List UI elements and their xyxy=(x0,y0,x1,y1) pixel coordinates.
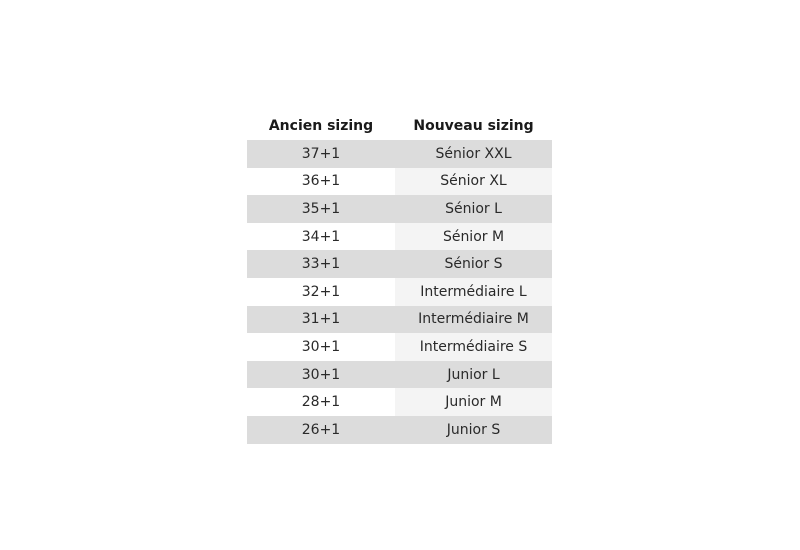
new-size-cell: Junior S xyxy=(395,415,552,444)
header-new-sizing: Nouveau sizing xyxy=(413,118,534,134)
table-row: 30+1 Intermédiaire S xyxy=(247,333,552,361)
old-size-cell: 37+1 xyxy=(247,140,395,168)
new-size-cell: Intermédiaire S xyxy=(395,333,552,361)
new-size-cell: Junior M xyxy=(395,388,552,416)
table-row: 28+1 Junior M xyxy=(247,388,552,416)
old-size-cell: 34+1 xyxy=(301,228,341,245)
header-old-sizing: Ancien sizing xyxy=(268,118,374,134)
old-size-cell: 26+1 xyxy=(247,415,395,444)
old-size-cell: 31+1 xyxy=(247,305,395,334)
old-size-cell: 28+1 xyxy=(301,394,341,411)
new-size-cell: Intermédiaire M xyxy=(395,305,552,334)
table-row: 34+1 Sénior M xyxy=(247,222,552,251)
old-size-cell: 30+1 xyxy=(247,360,395,389)
table-row: 33+1 Sénior S xyxy=(247,250,552,278)
new-size-cell: Sénior L xyxy=(395,195,552,223)
new-size-cell: Junior L xyxy=(395,360,552,389)
new-size-cell: Intermédiaire L xyxy=(395,277,552,306)
table-row: 31+1 Intermédiaire M xyxy=(247,305,552,334)
header-row: Ancien sizing Nouveau sizing xyxy=(247,112,552,140)
old-size-cell: 32+1 xyxy=(301,283,341,300)
table-row: 36+1 Sénior XL xyxy=(247,167,552,196)
new-size-cell: Sénior XL xyxy=(395,167,552,196)
old-size-cell: 33+1 xyxy=(247,250,395,278)
sizing-table: Ancien sizing Nouveau sizing 37+1 Sénior … xyxy=(247,112,552,444)
old-size-cell: 35+1 xyxy=(247,195,395,223)
old-size-cell: 30+1 xyxy=(301,338,341,355)
table-row: 30+1 Junior L xyxy=(247,360,552,389)
table-row: 35+1 Sénior L xyxy=(247,195,552,223)
new-size-cell: Sénior S xyxy=(395,250,552,278)
new-size-cell: Sénior M xyxy=(395,222,552,251)
table-row: 37+1 Sénior XXL xyxy=(247,140,552,168)
table-row: 26+1 Junior S xyxy=(247,415,552,444)
new-size-cell: Sénior XXL xyxy=(395,140,552,168)
old-size-cell: 36+1 xyxy=(301,173,341,190)
table-row: 32+1 Intermédiaire L xyxy=(247,277,552,306)
